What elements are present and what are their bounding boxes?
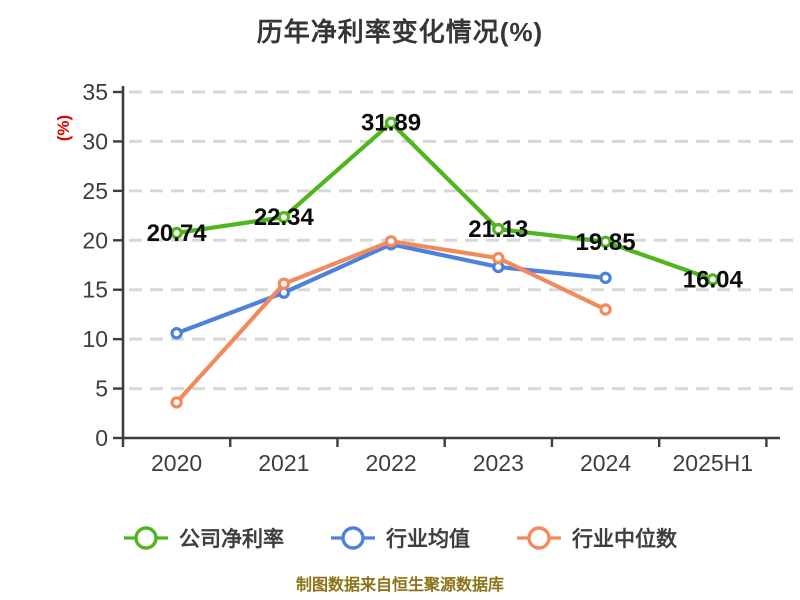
svg-text:16.04: 16.04 <box>683 266 744 293</box>
chart-legend: 公司净利率 行业均值 行业中位数 <box>0 518 800 558</box>
legend-item-company-net-margin[interactable]: 公司净利率 <box>123 523 284 553</box>
svg-text:30: 30 <box>82 128 108 154</box>
svg-text:0: 0 <box>95 425 108 451</box>
line-marker-icon <box>331 526 375 550</box>
svg-text:15: 15 <box>82 277 108 303</box>
svg-text:31.89: 31.89 <box>361 110 421 137</box>
svg-text:2024: 2024 <box>580 450 631 476</box>
svg-text:10: 10 <box>82 326 108 352</box>
svg-text:2023: 2023 <box>473 450 524 476</box>
legend-label: 行业中位数 <box>572 528 677 551</box>
chart-title: 历年净利率变化情况(%) <box>256 17 544 47</box>
line-marker-icon <box>517 526 561 550</box>
source-caption: 制图数据来自恒生聚源数据库 <box>295 577 504 594</box>
svg-text:2022: 2022 <box>365 450 416 476</box>
svg-text:20.74: 20.74 <box>147 220 208 247</box>
svg-text:35: 35 <box>82 79 108 105</box>
svg-text:19.85: 19.85 <box>576 229 636 256</box>
svg-text:21.13: 21.13 <box>468 216 528 243</box>
legend-item-industry-average[interactable]: 行业均值 <box>330 523 470 553</box>
svg-text:2021: 2021 <box>258 450 309 476</box>
svg-text:5: 5 <box>95 376 108 402</box>
legend-label: 行业均值 <box>386 528 470 551</box>
legend-label: 公司净利率 <box>179 528 284 551</box>
svg-text:20: 20 <box>82 227 108 253</box>
svg-text:25: 25 <box>82 178 108 204</box>
line-marker-icon <box>124 526 168 550</box>
svg-text:2020: 2020 <box>151 450 202 476</box>
legend-item-industry-median[interactable]: 行业中位数 <box>516 523 677 553</box>
svg-text:22.34: 22.34 <box>254 204 315 231</box>
svg-text:2025H1: 2025H1 <box>672 450 753 476</box>
